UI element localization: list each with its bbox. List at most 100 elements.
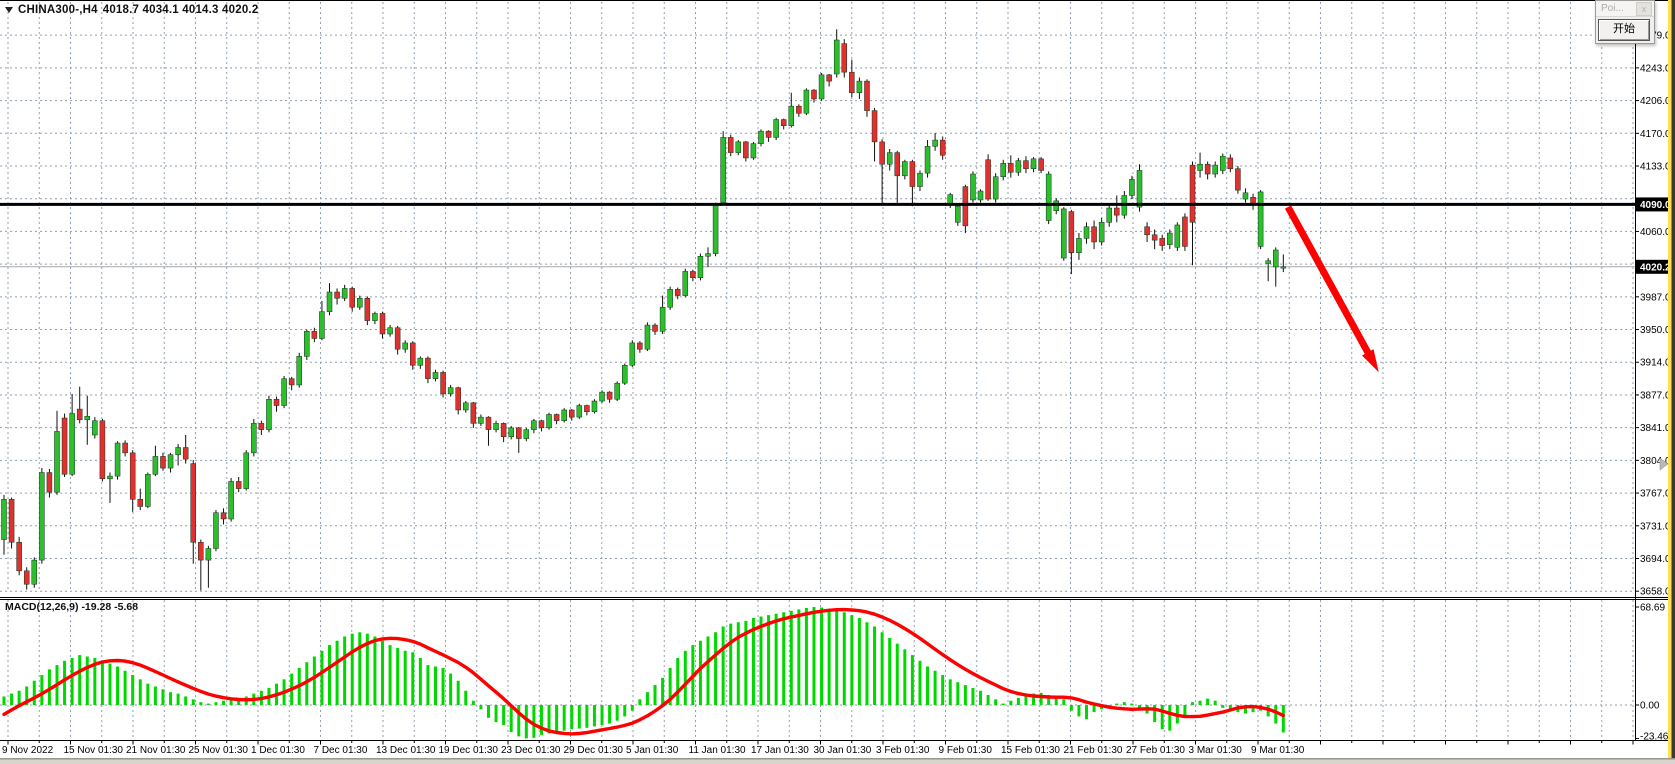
bull-candle	[1129, 179, 1135, 196]
bull-candle	[228, 481, 234, 520]
bull-candle	[493, 423, 499, 430]
symbol-label: CHINA300-,H4	[18, 4, 98, 16]
bear-candle	[364, 298, 371, 321]
hline-price-label-box	[1636, 197, 1674, 212]
time-axis-label: 5 Jan 01:30	[626, 745, 679, 756]
price-axis-label: 4133.0	[1640, 162, 1671, 173]
bear-candle	[879, 141, 885, 165]
close-icon[interactable]: x	[1636, 1, 1652, 16]
bull-candle	[614, 382, 620, 400]
bull-candle	[1076, 238, 1082, 253]
bull-candle	[167, 454, 174, 469]
bull-candle	[970, 173, 976, 201]
macd-axis-label: -23.46	[1640, 732, 1669, 743]
trend-arrow-line[interactable]	[1284, 205, 1376, 362]
bear-candle	[516, 427, 522, 439]
time-axis-label: 21 Feb 01:30	[1064, 745, 1123, 756]
bear-candle	[1182, 216, 1188, 247]
time-axis-label: 13 Dec 01:30	[376, 745, 436, 756]
bear-candle	[1151, 234, 1158, 241]
bull-candle	[175, 447, 181, 455]
bull-candle	[508, 427, 514, 438]
macd-axis-label: 0.00	[1640, 701, 1660, 712]
time-axis-label: 9 Nov 2022	[2, 745, 54, 756]
time-axis-label: 17 Jan 01:30	[751, 745, 809, 756]
window-bottom-edge	[0, 759, 1675, 764]
bear-candle	[160, 456, 166, 469]
mouse-cursor	[1659, 457, 1669, 471]
bull-candle	[644, 324, 651, 350]
time-axis-label: 9 Feb 01:30	[939, 745, 993, 756]
bull-candle	[1257, 191, 1264, 247]
price-axis-label: 4170.0	[1640, 129, 1671, 140]
grid-lines	[0, 2, 1635, 740]
bull-candle	[992, 176, 999, 200]
time-axis-label: 3 Feb 01:30	[876, 745, 930, 756]
bear-candle	[425, 357, 431, 379]
bear-candle	[871, 110, 878, 143]
bull-candle	[697, 256, 704, 278]
bear-candle	[652, 324, 658, 332]
price-axis[interactable]: 4279.0 4243.0 4206.0 4170.0 4133.0 4060.0 3987…	[1635, 31, 1674, 743]
symbol-dropdown-icon[interactable]	[5, 7, 13, 13]
poi-dialog-titlebar[interactable]: Poi... x	[1596, 1, 1654, 17]
bear-candle	[1189, 164, 1196, 223]
bull-candle	[1061, 208, 1067, 259]
bear-candle	[985, 159, 991, 200]
bull-candle	[1106, 207, 1112, 223]
time-axis[interactable]: 9 Nov 2022 15 Nov 01:30 21 Nov 01:30 25 Nov…	[2, 740, 1634, 757]
price-axis-label: 3804.0	[1640, 456, 1671, 467]
bear-candle	[606, 391, 613, 400]
bear-candle	[1235, 168, 1241, 191]
bear-candle	[1008, 163, 1014, 173]
bear-candle	[569, 409, 575, 418]
bear-candle	[379, 313, 386, 335]
bear-candle	[538, 420, 545, 429]
window-edge-highlight	[1668, 0, 1672, 758]
bull-candle	[955, 205, 961, 223]
bull-candle	[1220, 155, 1226, 171]
bull-candle	[304, 331, 310, 357]
bull-candle	[319, 311, 325, 339]
bull-candle	[621, 365, 628, 384]
bull-candle	[341, 288, 348, 299]
bull-candle	[1280, 266, 1287, 269]
trend-arrow-head	[1361, 349, 1379, 373]
bull-candle	[357, 298, 363, 308]
start-button[interactable]: 开始	[1598, 19, 1650, 41]
bear-candle	[765, 130, 772, 138]
price-axis-label: 3987.0	[1640, 292, 1671, 303]
bear-candle	[220, 512, 227, 520]
bull-candle	[667, 289, 673, 308]
macd-axis-label: 68.69	[1640, 603, 1665, 614]
time-axis-label: 29 Dec 01:30	[564, 745, 624, 756]
price-axis-label: 3841.0	[1640, 423, 1671, 434]
bull-candle	[1136, 170, 1143, 208]
time-axis-label: 9 Mar 01:30	[1251, 745, 1305, 756]
bull-candle	[750, 143, 757, 159]
bear-candle	[1023, 160, 1029, 169]
price-axis-label: 3877.0	[1640, 390, 1671, 401]
bull-candle	[54, 431, 60, 493]
price-axis-label: 3767.0	[1640, 489, 1671, 500]
bull-candle	[629, 342, 636, 366]
bear-candle	[485, 416, 492, 430]
bull-candle	[152, 456, 159, 475]
bear-candle	[849, 71, 855, 93]
bull-candle	[281, 378, 287, 406]
time-axis-label: 15 Nov 01:30	[64, 745, 124, 756]
bear-candle	[46, 472, 53, 493]
time-axis-label: 15 Feb 01:30	[1001, 745, 1060, 756]
bear-candle	[1204, 163, 1211, 175]
time-axis-label: 7 Dec 01:30	[314, 745, 368, 756]
chart-symbol-title: CHINA300-,H4 4018.7 4034.1 4014.3 4020.2	[5, 4, 258, 16]
bear-candle	[1227, 157, 1234, 169]
bull-candle	[1098, 222, 1105, 243]
bear-candle	[349, 288, 355, 308]
last-price-label-box	[1636, 259, 1674, 274]
bull-candle	[803, 89, 810, 114]
price-axis-label: 3914.0	[1640, 358, 1671, 369]
bull-candle	[735, 141, 742, 153]
bull-candle	[977, 190, 984, 201]
